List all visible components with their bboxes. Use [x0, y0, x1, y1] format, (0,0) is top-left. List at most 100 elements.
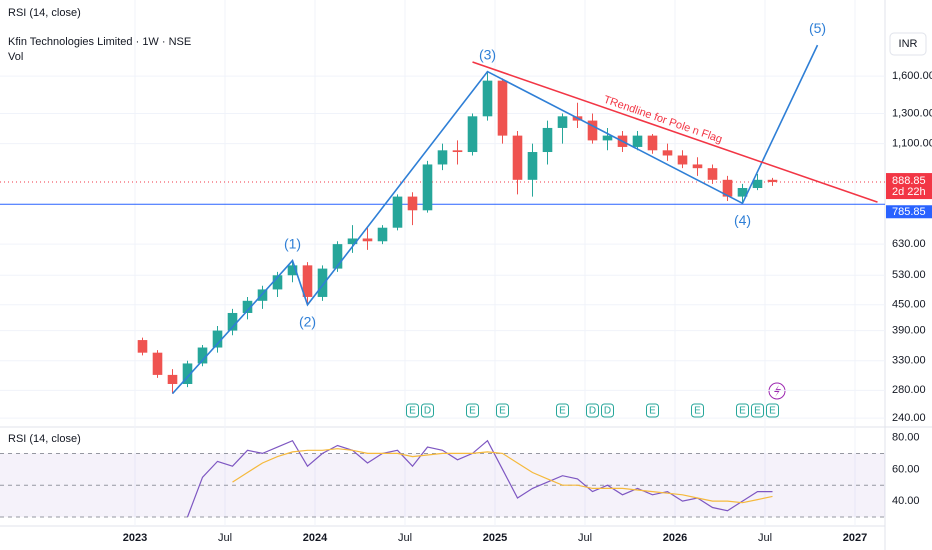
candle-body: [632, 135, 643, 147]
event-label: E: [409, 406, 416, 417]
wave-label: (5): [809, 20, 826, 36]
x-tick-label: 2023: [123, 532, 147, 544]
x-tick-label: 2027: [843, 532, 867, 544]
event-marker: [601, 403, 614, 418]
wave-label: (2): [299, 313, 316, 329]
event-label: E: [754, 406, 761, 417]
currency[interactable]: INR: [899, 38, 918, 50]
candle-body: [482, 80, 493, 117]
rsi-title: RSI (14, close): [8, 433, 81, 445]
candle-body: [362, 238, 373, 242]
candle-body: [647, 135, 658, 151]
candle-body: [182, 363, 193, 384]
candle-body: [437, 150, 448, 165]
event-marker: [406, 403, 419, 418]
candle-body: [227, 312, 238, 331]
y-tick-label: 530.00: [892, 269, 926, 281]
candle-body: [497, 80, 508, 136]
y-tick-label: 330.00: [892, 355, 926, 367]
candle-body: [287, 265, 298, 276]
x-tick-label: Jul: [758, 532, 772, 544]
event-label: E: [649, 406, 656, 417]
countdown: 2d 22h: [892, 186, 926, 198]
candle-body: [587, 120, 598, 141]
level-label: 785.85: [892, 206, 926, 218]
candle-body: [137, 340, 148, 353]
y-tick-label: 630.00: [892, 238, 926, 250]
currency-box[interactable]: [889, 32, 927, 56]
event-marker: [751, 403, 764, 418]
candle-body: [167, 374, 178, 384]
event-label: D: [589, 406, 596, 417]
event-label: E: [559, 406, 566, 417]
event-label: E: [769, 406, 776, 417]
header: RSI (14, close): [8, 7, 81, 19]
candle-body: [152, 352, 163, 375]
wave-label: (1): [284, 235, 301, 251]
rsi-tick-label: 80.00: [892, 431, 920, 443]
event-marker: [556, 403, 569, 418]
candle-body: [752, 179, 763, 189]
event-label: D: [604, 406, 611, 417]
candle-body: [707, 168, 718, 180]
y-tick-label: 1,600.00: [892, 70, 932, 82]
event-label: E: [694, 406, 701, 417]
candle-body: [662, 150, 673, 156]
event-label: E: [739, 406, 746, 417]
candle-body: [602, 135, 613, 141]
event-marker: [766, 403, 779, 418]
candle-body: [677, 155, 688, 165]
grid: [0, 0, 885, 526]
candle-body: [422, 164, 433, 211]
candle-body: [737, 188, 748, 197]
last-price-label: 888.85: [892, 175, 926, 187]
event-marker: [736, 403, 749, 418]
event-marker: [646, 403, 659, 418]
candle-body: [272, 275, 283, 290]
wave-label: (4): [734, 212, 751, 228]
candle-body: [197, 347, 208, 364]
trendline: [472, 61, 878, 203]
y-tick-label: 240.00: [892, 412, 926, 424]
rsi-line: [186, 439, 773, 518]
candle-body: [512, 135, 523, 180]
wave-label: (3): [479, 46, 496, 62]
candle-body: [347, 238, 358, 245]
y-tick-label: 1,100.00: [892, 138, 932, 150]
candle-body: [452, 150, 463, 153]
y-tick-label: 390.00: [892, 324, 926, 336]
candle-body: [542, 127, 553, 153]
candle-body: [407, 196, 418, 211]
candle-body: [302, 265, 313, 297]
candle-body: [317, 268, 328, 297]
event-marker: [421, 403, 434, 418]
candle-body: [527, 152, 538, 180]
event-label: E: [469, 406, 476, 417]
x-tick-label: Jul: [578, 532, 592, 544]
candle-body: [332, 244, 343, 269]
candle-body: [467, 116, 478, 153]
candle-body: [722, 179, 733, 197]
rsi-tick-label: 60.00: [892, 463, 920, 475]
level-box: [886, 205, 932, 219]
candle-body: [242, 300, 253, 313]
x-tick-label: 2024: [303, 532, 328, 544]
event-marker: [691, 403, 704, 418]
event-marker: [496, 403, 509, 418]
candle-body: [557, 116, 568, 128]
candle-body: [692, 164, 703, 169]
y-tick-label: 450.00: [892, 299, 926, 311]
y-tick-label: 280.00: [892, 384, 926, 396]
x-tick-label: 2026: [663, 532, 687, 544]
event-marker: [466, 403, 479, 418]
x-tick-label: Jul: [218, 532, 232, 544]
chart-title: Kfin Technologies Limited · 1W · NSE: [8, 36, 191, 48]
event-marker: [586, 403, 599, 418]
wave-line: [171, 44, 819, 395]
last-price-box: [886, 173, 932, 200]
candle-body: [377, 227, 388, 242]
candle-body: [392, 196, 403, 228]
rsi-line: [232, 448, 773, 504]
candle-body: [767, 179, 778, 183]
